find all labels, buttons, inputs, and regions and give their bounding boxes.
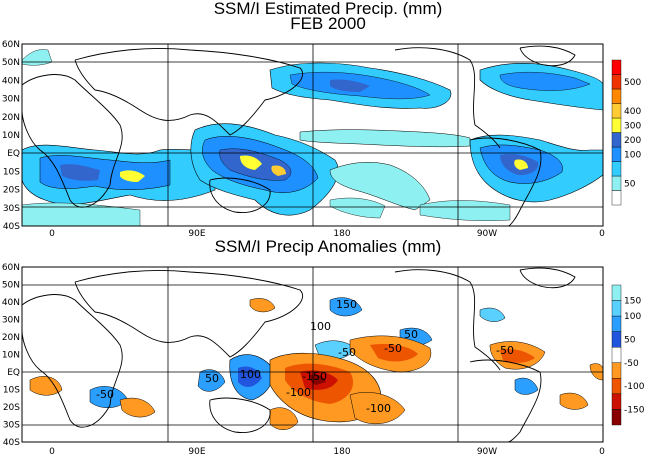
top-coastlines (22, 45, 576, 226)
contour-label: -50 (496, 344, 514, 357)
lon-tick-label: 180 (333, 229, 350, 239)
lat-tick-label: 20S (3, 403, 20, 413)
contour-label: -100 (366, 402, 391, 415)
top-panel-title: SSM/I Estimated Precip. (mm) (213, 0, 443, 18)
colorbar-swatch (611, 393, 622, 410)
colorbar-swatch (611, 190, 622, 206)
lon-tick-label: 90W (477, 229, 497, 239)
contour-label: 50 (205, 372, 219, 385)
bottom-anomaly-field: -150 -100 -50 -50 100 50 150 -50 -50 50 … (22, 267, 603, 442)
colorbar-swatch (611, 88, 622, 104)
colorbar-swatch (611, 103, 622, 119)
colorbar-label: 400 (624, 107, 641, 117)
lat-tick-label: 40N (2, 76, 20, 86)
colorbar-label: -100 (624, 382, 645, 392)
lat-tick-label: 30N (2, 316, 20, 326)
colorbar-swatch (611, 331, 622, 348)
colorbar-label: 100 (624, 150, 641, 160)
bottom-panel-title: SSM/I Precip Anomalies (mm) (214, 237, 442, 256)
colorbar-label: -50 (624, 359, 639, 369)
colorbar-swatch (611, 175, 622, 191)
colorbar-swatch (611, 161, 622, 177)
bottom-lon-labels: 0 90E 180 90W 0 (49, 447, 605, 457)
lon-tick-label: 90E (188, 229, 205, 239)
lat-tick-label: 30S (3, 204, 20, 214)
lat-tick-label: 20N (2, 333, 20, 343)
lat-tick-label: 30S (3, 421, 20, 431)
lat-tick-label: 60N (2, 263, 20, 273)
bottom-map-panel: -150 -100 -50 -50 100 50 150 -50 -50 50 … (2, 263, 645, 457)
top-lat-labels: 60N 50N 40N 30N 20N 10N EQ 10S 20S 30S 40S (2, 40, 20, 232)
contour-label: -150 (302, 370, 327, 383)
lat-tick-label: 10S (3, 386, 20, 396)
colorbar-swatch (611, 59, 622, 75)
colorbar-swatch (611, 284, 622, 301)
lat-tick-label: 10S (3, 167, 20, 177)
lat-tick-label: EQ (7, 149, 20, 159)
lat-tick-label: 20S (3, 186, 20, 196)
lon-tick-label: 0 (599, 229, 605, 239)
lat-tick-label: 10N (2, 351, 20, 361)
colorbar-swatch (611, 132, 622, 148)
colorbar-label: 50 (624, 179, 636, 189)
colorbar-swatch (611, 378, 622, 395)
lon-tick-label: 180 (333, 447, 350, 457)
lon-tick-label: 90E (188, 447, 205, 457)
bottom-gridlines (22, 267, 603, 442)
top-gridlines (22, 44, 603, 226)
contour-label: 100 (240, 368, 261, 381)
lat-tick-label: 50N (2, 281, 20, 291)
colorbar-label: 500 (624, 78, 641, 88)
lat-tick-label: 30N (2, 95, 20, 105)
colorbar-label: 50 (624, 335, 636, 345)
colorbar-swatch (611, 409, 622, 426)
lat-tick-label: 10N (2, 131, 20, 141)
contour-label: 150 (336, 298, 357, 311)
lat-tick-label: 40S (3, 438, 20, 448)
lat-tick-label: EQ (7, 368, 20, 378)
colorbar-label: 100 (624, 312, 641, 322)
top-lon-labels: 0 90E 180 90W 0 (49, 229, 605, 239)
contour-label: 100 (310, 320, 331, 333)
lat-tick-label: 40N (2, 298, 20, 308)
lon-tick-label: 0 (49, 229, 55, 239)
colorbar-swatch (611, 362, 622, 379)
colorbar-label: 150 (624, 297, 641, 307)
lat-tick-label: 60N (2, 40, 20, 50)
lon-tick-label: 90W (477, 447, 497, 457)
bottom-colorbar: 150 100 50 -50 -100 -150 (611, 284, 645, 426)
contour-label: -50 (338, 346, 356, 359)
colorbar-label: -150 (624, 405, 645, 415)
lat-tick-label: 20N (2, 113, 20, 123)
colorbar-swatch (611, 146, 622, 162)
lon-tick-label: 0 (49, 447, 55, 457)
colorbar-swatch (611, 117, 622, 133)
top-colorbar: 50 100 200 300 400 500 (611, 59, 641, 206)
colorbar-swatch (611, 74, 622, 90)
colorbar-swatch (611, 315, 622, 332)
bottom-lat-labels: 60N 50N 40N 30N 20N 10N EQ 10S 20S 30S 40S (2, 263, 20, 448)
colorbar-label: 200 (624, 136, 641, 146)
contour-label: -100 (286, 386, 311, 399)
top-map-panel: 60N 50N 40N 30N 20N 10N EQ 10S 20S 30S 40S 0 90E 180… (2, 40, 642, 239)
top-precip-field (22, 45, 603, 226)
top-map-frame (21, 43, 604, 227)
bottom-coastlines (22, 267, 576, 442)
colorbar-label: 300 (624, 121, 641, 131)
contour-label: 50 (404, 328, 418, 341)
lat-tick-label: 50N (2, 58, 20, 68)
lat-tick-label: 40S (3, 222, 20, 232)
bottom-map-frame (21, 266, 604, 443)
contour-label: -50 (96, 388, 114, 401)
anomaly-contour-labels: -150 -100 -50 -50 100 50 150 -50 -50 50 … (96, 298, 514, 415)
colorbar-swatch (611, 300, 622, 317)
colorbar-swatch (611, 347, 622, 363)
top-panel-subtitle: FEB 2000 (290, 14, 366, 33)
lon-tick-label: 0 (599, 447, 605, 457)
contour-label: -50 (384, 342, 402, 355)
